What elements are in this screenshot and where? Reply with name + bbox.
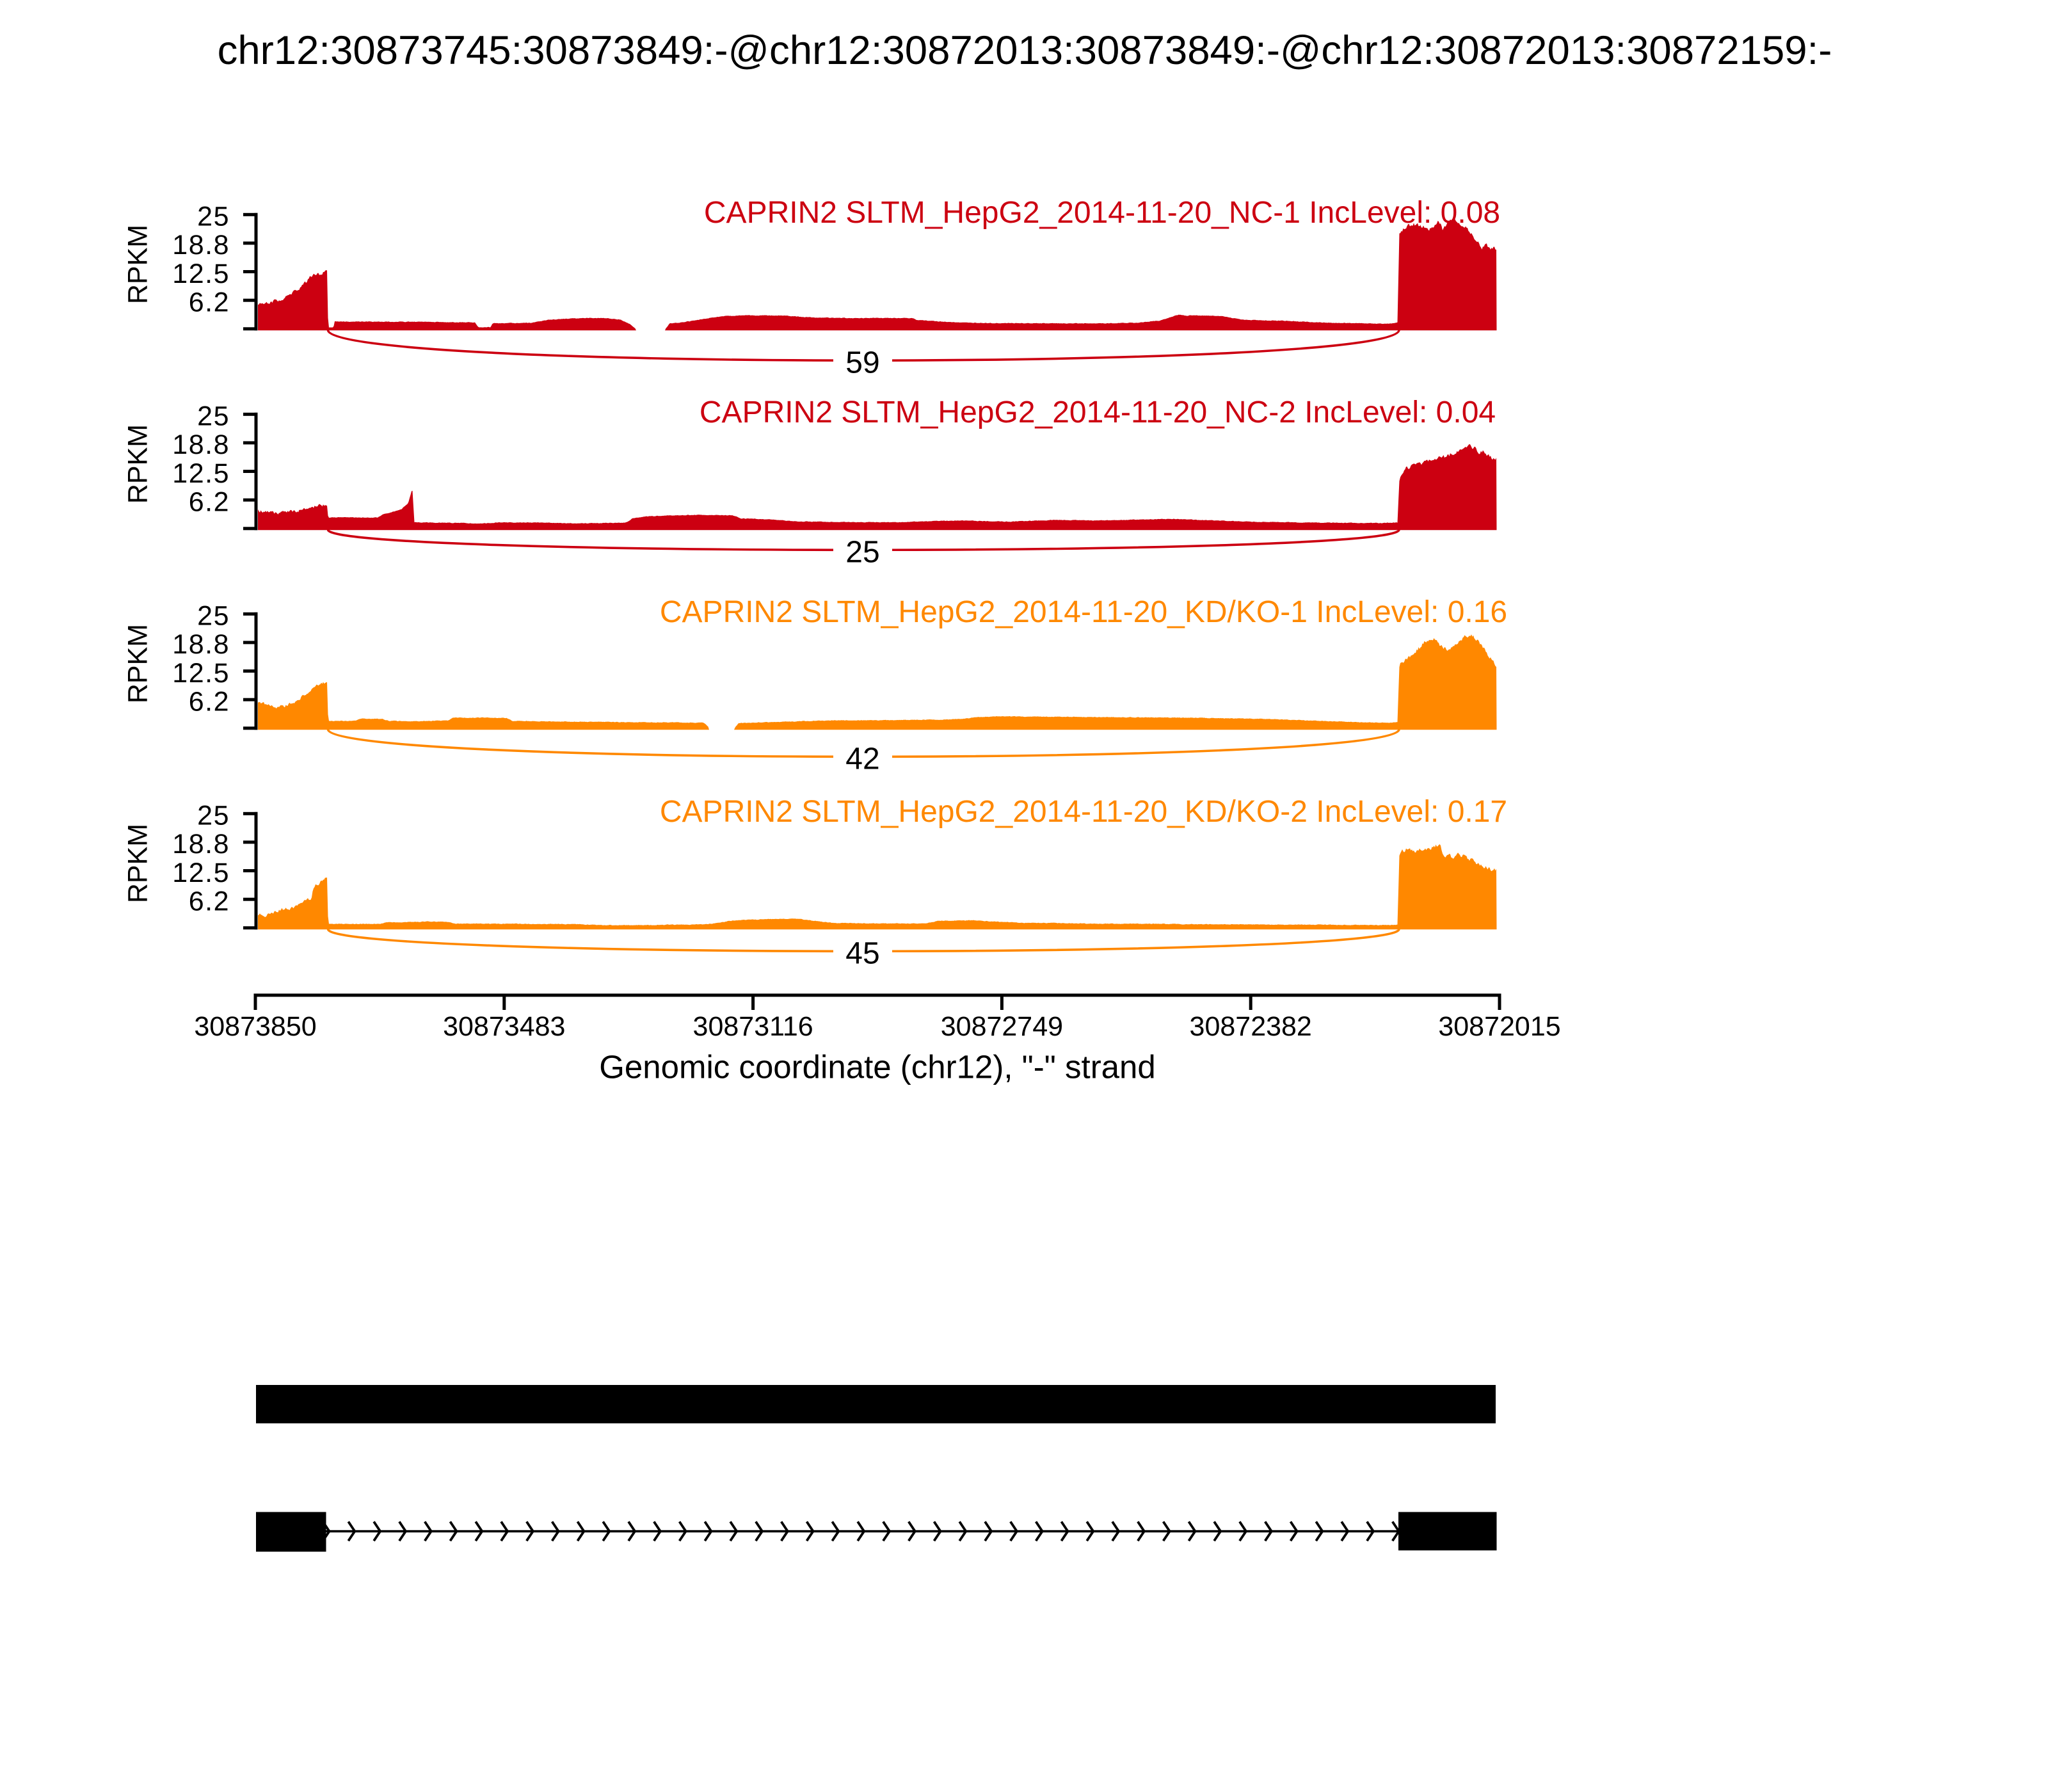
svg-text:42: 42 xyxy=(845,742,879,776)
svg-text:12.5: 12.5 xyxy=(172,858,230,888)
svg-text:25: 25 xyxy=(845,536,879,570)
svg-text:59: 59 xyxy=(845,346,879,380)
svg-text:RPKM: RPKM xyxy=(123,824,154,903)
svg-text:CAPRIN2 SLTM_HepG2_2014-11-20_: CAPRIN2 SLTM_HepG2_2014-11-20_KD/KO-2 In… xyxy=(660,795,1507,829)
svg-text:25: 25 xyxy=(197,401,230,432)
svg-text:RPKM: RPKM xyxy=(123,624,154,703)
svg-text:6.2: 6.2 xyxy=(189,687,230,717)
svg-text:18.8: 18.8 xyxy=(172,429,230,460)
svg-text:12.5: 12.5 xyxy=(172,458,230,489)
svg-text:12.5: 12.5 xyxy=(172,259,230,289)
svg-text:30872015: 30872015 xyxy=(1438,1011,1560,1042)
svg-text:CAPRIN2 SLTM_HepG2_2014-11-20_: CAPRIN2 SLTM_HepG2_2014-11-20_KD/KO-1 In… xyxy=(660,595,1507,629)
svg-text:CAPRIN2 SLTM_HepG2_2014-11-20_: CAPRIN2 SLTM_HepG2_2014-11-20_NC-2 IncLe… xyxy=(700,396,1496,429)
svg-text:30873483: 30873483 xyxy=(443,1011,565,1042)
svg-text:45: 45 xyxy=(845,937,879,971)
svg-text:CAPRIN2 SLTM_HepG2_2014-11-20_: CAPRIN2 SLTM_HepG2_2014-11-20_NC-1 IncLe… xyxy=(704,196,1500,230)
svg-text:25: 25 xyxy=(197,601,230,632)
svg-text:25: 25 xyxy=(197,801,230,831)
svg-text:18.8: 18.8 xyxy=(172,629,230,660)
svg-text:25: 25 xyxy=(197,202,230,232)
svg-text:6.2: 6.2 xyxy=(189,287,230,318)
svg-text:RPKM: RPKM xyxy=(123,225,154,304)
svg-text:30873850: 30873850 xyxy=(194,1011,316,1042)
svg-text:6.2: 6.2 xyxy=(189,487,230,518)
svg-text:12.5: 12.5 xyxy=(172,658,230,689)
svg-text:Genomic coordinate (chr12), "-: Genomic coordinate (chr12), "-" strand xyxy=(599,1049,1156,1085)
svg-text:30872382: 30872382 xyxy=(1190,1011,1312,1042)
svg-text:18.8: 18.8 xyxy=(172,230,230,260)
svg-text:6.2: 6.2 xyxy=(189,886,230,917)
svg-text:18.8: 18.8 xyxy=(172,829,230,860)
svg-text:RPKM: RPKM xyxy=(123,424,154,504)
svg-text:30872749: 30872749 xyxy=(941,1011,1063,1042)
svg-text:chr12:30873745:30873849:-@chr1: chr12:30873745:30873849:-@chr12:30872013… xyxy=(218,28,1832,73)
svg-text:30873116: 30873116 xyxy=(693,1011,813,1042)
